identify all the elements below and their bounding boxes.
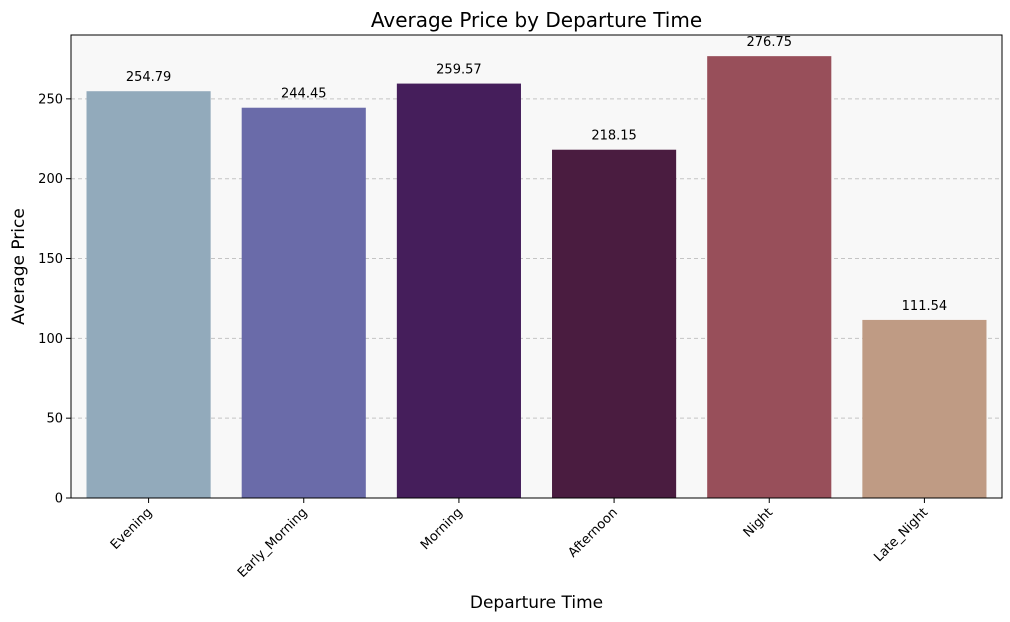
bar-late-night (862, 319, 987, 498)
gridlines (71, 98, 1002, 419)
x-tick-label: Afternoon (565, 505, 620, 560)
x-tick-label: Evening (108, 505, 156, 553)
x-axis-label: Departure Time (470, 593, 603, 613)
y-tick-label: 50 (46, 412, 63, 427)
chart-title: Average Price by Departure Time (371, 8, 702, 32)
y-tick-label: 100 (38, 332, 63, 347)
bar-value-label: 259.57 (436, 63, 482, 78)
y-axis: 0 50 100 150 200 250 (38, 92, 71, 507)
bar-value-label: 244.45 (281, 87, 327, 102)
x-tick-label: Early_Morning (235, 505, 311, 581)
bars (86, 56, 987, 499)
y-tick-label: 200 (38, 172, 63, 187)
bar-value-label: 218.15 (591, 129, 637, 144)
x-tick-label: Night (741, 505, 776, 540)
x-axis: Evening Early_Morning Morning Afternoon Nigh… (108, 498, 931, 581)
bar-night (707, 56, 832, 499)
y-tick-label: 250 (38, 92, 63, 107)
bar-value-label: 111.54 (902, 299, 948, 314)
y-axis-label: Average Price (9, 208, 29, 325)
plot-frame (70, 34, 1003, 499)
plot-area (71, 35, 1002, 498)
bar-evening (86, 91, 211, 498)
bar-value-label: 276.75 (747, 35, 793, 50)
x-tick-label: Morning (418, 505, 466, 553)
bar-early-morning (241, 107, 366, 498)
x-tick-label: Late_Night (871, 505, 931, 565)
y-tick-label: 150 (38, 252, 63, 267)
bar-morning (396, 83, 521, 498)
y-tick-label: 0 (55, 492, 63, 507)
bar-value-label: 254.79 (126, 70, 172, 85)
bar-afternoon (552, 149, 677, 499)
bar-value-labels: 254.79 244.45 259.57 218.15 276.75 111.54 (126, 35, 947, 314)
